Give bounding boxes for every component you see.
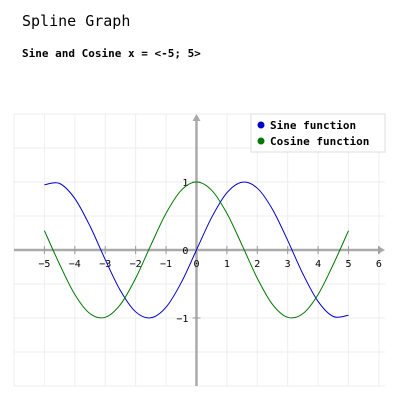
x-tick-label: −3: [99, 259, 111, 270]
x-tick-label: 4: [315, 259, 321, 270]
x-tick-label: 6: [376, 259, 382, 270]
x-tick-label: −1: [160, 259, 172, 270]
x-axis-arrow: [378, 246, 385, 254]
legend-label: Cosine function: [270, 135, 369, 148]
y-axis-arrow: [192, 114, 201, 121]
x-tick-label: 1: [224, 259, 230, 270]
x-tick-label: 2: [254, 259, 260, 270]
x-tick-label: 5: [345, 259, 351, 270]
axes: [14, 114, 385, 386]
series-line-cosine: [43, 181, 349, 319]
legend-marker: [257, 137, 265, 145]
x-tick-label: −2: [130, 259, 142, 270]
chart-title: Sine and Cosine x = <-5; 5>: [22, 47, 201, 60]
legend-marker: [257, 121, 265, 129]
legend-box: [250, 113, 386, 153]
x-tick-label: 0: [193, 259, 199, 270]
x-tick-label: 3: [285, 259, 291, 270]
legend-label: Sine function: [270, 119, 356, 132]
x-tick-label: −5: [38, 259, 50, 270]
tick-labels: −5 −4 −3 −2 −1 0 1 2 3 4 5 6 −1 1 0: [38, 178, 382, 325]
y-tick-label: −1: [176, 314, 188, 325]
x-tick-label: −4: [69, 259, 81, 270]
origin-label: 0: [182, 246, 188, 257]
series-lines: [43, 181, 349, 319]
y-tick-label: 1: [182, 178, 188, 189]
page-title: Spline Graph: [22, 12, 131, 30]
series-line-sine: [44, 181, 349, 319]
legend: Sine function Cosine function: [250, 113, 386, 153]
